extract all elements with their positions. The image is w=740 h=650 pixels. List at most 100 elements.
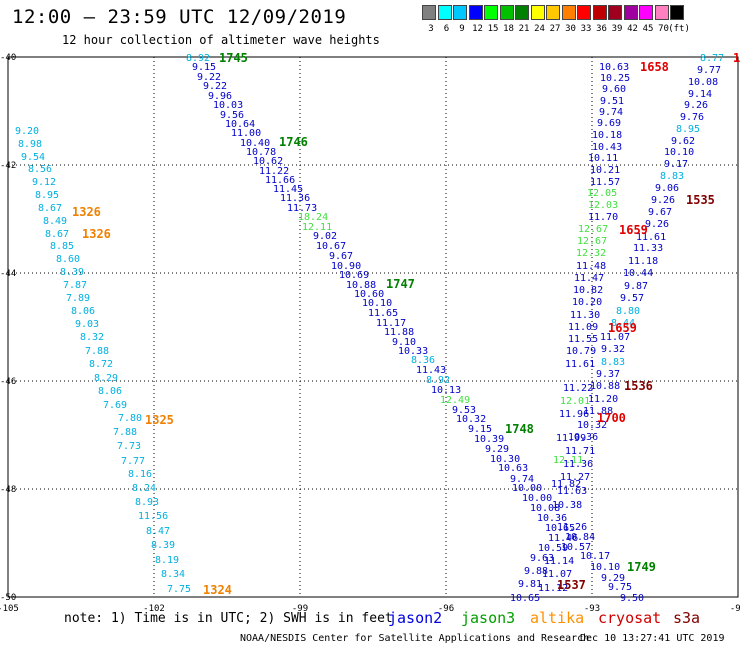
- satellite-altika: altika: [530, 609, 585, 627]
- swh-value: 8.92: [186, 53, 210, 64]
- scale-label: 36: [596, 24, 607, 34]
- swh-value: 11.57: [590, 177, 620, 188]
- swh-value: 9.81: [518, 579, 542, 590]
- swh-value: 10.67: [316, 241, 346, 252]
- swh-value: 9.51: [600, 96, 624, 107]
- scale-swatch: [453, 5, 467, 20]
- swh-value: 11.46: [548, 533, 578, 544]
- swh-value: 8.49: [43, 216, 67, 227]
- swh-value: 11.07: [600, 332, 630, 343]
- scale-label: 30: [565, 24, 576, 34]
- swh-value: 10.30: [490, 454, 520, 465]
- swh-value: 10.63: [498, 463, 528, 474]
- swh-value: 18.24: [298, 212, 328, 223]
- swh-value: 12.03: [588, 200, 618, 211]
- swh-value: 9.69: [597, 118, 621, 129]
- swh-value: 10.82: [573, 285, 603, 296]
- swh-value: 7.88: [85, 346, 109, 357]
- swh-value: 9.29: [601, 573, 625, 584]
- swh-value: 8.47: [146, 526, 170, 537]
- scale-swatch: [623, 5, 638, 20]
- pass-time-label: 1749: [627, 560, 656, 574]
- satellite-jason3: jason3: [461, 609, 516, 627]
- swh-value: 11.14: [544, 556, 574, 567]
- swh-value: 10.44: [623, 268, 653, 279]
- swh-value: 11.20: [588, 394, 618, 405]
- swh-value: 10.03: [213, 100, 243, 111]
- lon-tick-label: -102: [143, 604, 165, 614]
- swh-value: 9.22: [203, 81, 227, 92]
- scale-label: 45: [642, 24, 654, 34]
- pass-time-label: 1748: [505, 422, 534, 436]
- swh-value: 12.11: [553, 455, 583, 466]
- swh-value: 11.07: [542, 569, 572, 580]
- swh-value: 8.95: [676, 124, 700, 135]
- scale-swatch: [515, 5, 529, 20]
- swh-value: 9.26: [645, 219, 669, 230]
- swh-value: 10.10: [362, 298, 392, 309]
- swh-value: 9.02: [313, 231, 337, 242]
- swh-value: 7.69: [103, 400, 127, 411]
- swh-value: 10.21: [590, 165, 620, 176]
- swh-value: 10.65: [545, 523, 575, 534]
- swh-value: 8.56: [28, 164, 52, 175]
- swh-value: 11.00: [231, 128, 261, 139]
- swh-value: 12.11: [302, 222, 332, 233]
- swh-value: 11.65: [368, 308, 398, 319]
- scale-label: 18: [503, 24, 514, 34]
- swh-value: 10.90: [331, 261, 361, 272]
- swh-value: 9.54: [21, 152, 45, 163]
- swh-value: 7.87: [63, 280, 87, 291]
- swh-value: 9.15: [468, 424, 492, 435]
- swh-value: 11.82: [551, 479, 581, 490]
- swh-value: 12.05: [587, 188, 617, 199]
- swh-value: 11.45: [273, 184, 303, 195]
- swh-value: 10.64: [225, 119, 255, 130]
- swh-value: 8.72: [89, 359, 113, 370]
- swh-value: 9.60: [602, 84, 626, 95]
- swh-value: 10.59: [538, 543, 568, 554]
- swh-value: 10.65: [510, 593, 540, 604]
- swh-value: 11.17: [376, 318, 406, 329]
- swh-value: 9.15: [192, 62, 216, 73]
- swh-value: 10.10: [664, 147, 694, 158]
- swh-value: 8.85: [50, 241, 74, 252]
- lat-tick-label: -50: [0, 593, 16, 603]
- swh-value: 10.25: [600, 73, 630, 84]
- swh-value: 9.62: [671, 136, 695, 147]
- swh-value: 11.66: [265, 175, 295, 186]
- pass-time-label: 1536: [624, 379, 653, 393]
- pass-time-label: 1537: [557, 578, 586, 592]
- swh-value: 8.80: [616, 306, 640, 317]
- swh-value: 9.96: [208, 91, 232, 102]
- scale-swatch: [577, 5, 591, 20]
- swh-value: 9.87: [624, 281, 648, 292]
- swh-value: 11.73: [287, 203, 317, 214]
- swh-value: 8.60: [56, 254, 80, 265]
- swh-value: 9.53: [452, 405, 476, 416]
- swh-value: 9.32: [601, 344, 625, 355]
- swh-value: 10.78: [246, 147, 276, 158]
- swh-value: 8.83: [660, 171, 684, 182]
- swh-value: 8.83: [601, 357, 625, 368]
- swh-value: 12.01: [560, 396, 590, 407]
- pass-time-label: 1745: [219, 51, 248, 65]
- swh-value: 9.74: [599, 107, 623, 118]
- swh-value: 9.77: [697, 65, 721, 76]
- swh-value: 11.71: [565, 446, 595, 457]
- scale-swatch: [499, 5, 514, 20]
- swh-value: 11.88: [384, 327, 414, 338]
- swh-value: 8.67: [38, 203, 62, 214]
- scale-label: 6: [443, 24, 450, 34]
- swh-value: 11.47: [574, 273, 604, 284]
- swh-value: 8.29: [94, 373, 118, 384]
- pass-time-label: 1325: [145, 413, 174, 427]
- scale-swatch: [484, 5, 498, 20]
- swh-value: 9.17: [664, 159, 688, 170]
- scale-label: 15: [487, 24, 499, 34]
- satellite-cryosat: cryosat: [598, 609, 662, 627]
- swh-value: 11.70: [588, 212, 618, 223]
- pass-time-label: 1659: [608, 321, 637, 335]
- swh-value: 8.39: [60, 267, 84, 278]
- swh-value: 9.37: [596, 369, 620, 380]
